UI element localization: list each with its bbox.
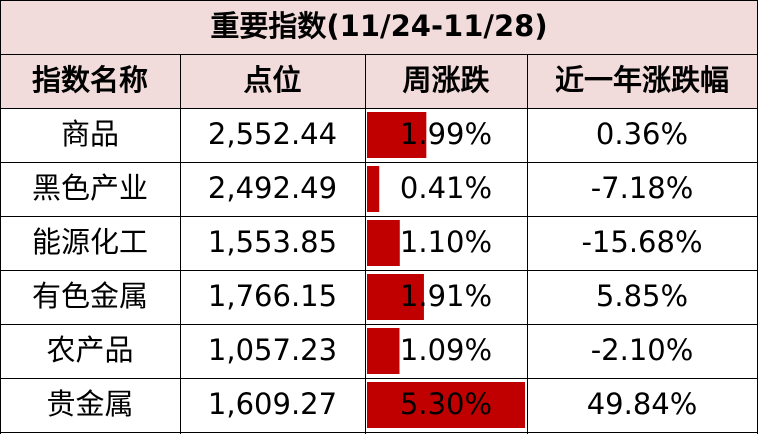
cell: 2,552.44 <box>208 117 337 151</box>
cell: 商品 <box>61 117 119 151</box>
cell: 1.91% <box>400 279 492 313</box>
cell: 能源化工 <box>32 225 148 259</box>
change-bar <box>367 274 424 320</box>
change-bar <box>367 166 380 212</box>
cell: -2.10% <box>591 333 694 367</box>
cell: 1.09% <box>400 333 492 367</box>
cell: 5.30% <box>400 387 492 421</box>
cell: 1,553.85 <box>208 225 337 259</box>
cell: 5.85% <box>596 279 688 313</box>
cell: -15.68% <box>581 225 702 259</box>
cell: 有色金属 <box>32 279 148 313</box>
cell: 黑色产业 <box>32 171 148 205</box>
column-header: 近一年涨跌幅 <box>555 63 729 97</box>
cell: 1.10% <box>400 225 492 259</box>
cell: 1,609.27 <box>208 387 337 421</box>
column-header: 点位 <box>243 63 301 97</box>
cell: -7.18% <box>591 171 694 205</box>
column-header: 周涨跌 <box>402 63 489 97</box>
cell: 1,766.15 <box>208 279 337 313</box>
cell: 0.41% <box>400 171 492 205</box>
cell: 2,492.49 <box>208 171 337 205</box>
change-bar <box>367 382 525 428</box>
table-title: 重要指数(11/24-11/28) <box>210 9 547 43</box>
cell: 49.84% <box>587 387 698 421</box>
cell: 贵金属 <box>46 387 133 421</box>
cell: 1.99% <box>400 117 492 151</box>
column-header: 指数名称 <box>32 63 148 97</box>
change-bar <box>367 112 427 158</box>
cell: 0.36% <box>596 117 688 151</box>
cell: 1,057.23 <box>208 333 337 367</box>
cell: 农产品 <box>46 333 133 367</box>
change-bar <box>367 328 400 374</box>
change-bar <box>367 220 400 266</box>
